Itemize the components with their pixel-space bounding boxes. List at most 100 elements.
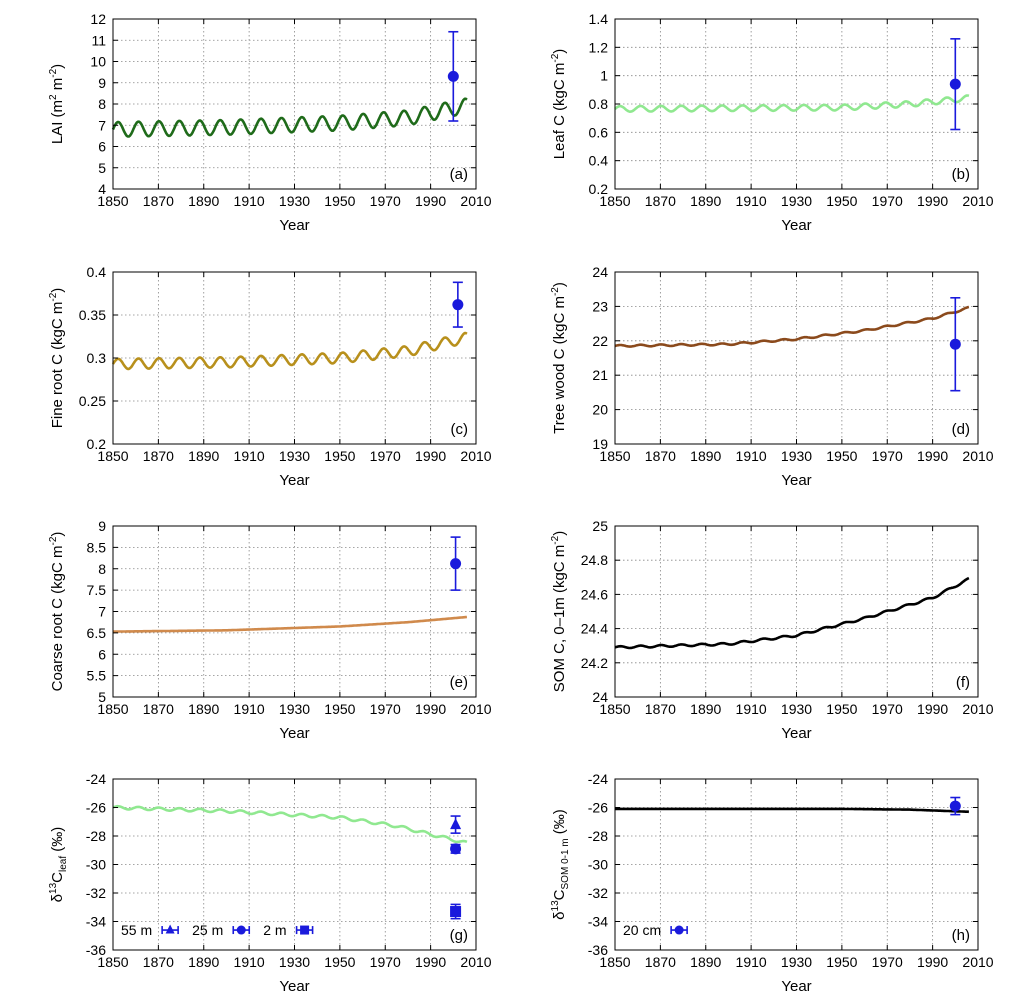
x-tick-label: 1950 [324, 448, 355, 464]
y-tick-label: 6 [98, 139, 106, 155]
model-series-line [111, 331, 468, 371]
model-series-line [614, 807, 970, 814]
panel-g: 1850 1870 1890 1910 1930 1950 1970 1990 2010 -36 -… [48, 771, 492, 995]
panel-a: 1850 1870 1890 1910 1930 1950 1970 1990 2010 4 5 6 7… [48, 11, 492, 234]
x-tick-label: 1870 [645, 193, 676, 209]
x-axis-label: Year [781, 217, 811, 234]
observation-point [450, 815, 462, 834]
y-tick-label: -30 [86, 857, 106, 873]
x-tick-label: 2010 [962, 954, 993, 970]
y-tick-label: -30 [588, 857, 608, 873]
x-tick-label: 1990 [415, 954, 446, 970]
y-tick-label: 0.6 [589, 124, 609, 140]
x-tick-label: 1870 [143, 701, 174, 717]
y-tick-label: 5 [98, 160, 106, 176]
x-tick-label: 1970 [370, 193, 401, 209]
y-tick-label: 19 [592, 436, 608, 452]
y-tick-label: 7.5 [87, 582, 107, 598]
y-tick-label: 0.3 [87, 350, 107, 366]
x-tick-label: 1970 [872, 701, 903, 717]
x-tick-label: 1850 [599, 448, 630, 464]
model-series-line [614, 305, 970, 348]
x-tick-label: 1870 [143, 954, 174, 970]
x-tick-label: 1970 [370, 954, 401, 970]
panel-label: (b) [952, 166, 970, 183]
x-tick-label: 1930 [781, 954, 812, 970]
x-tick-label: 1990 [415, 193, 446, 209]
y-axis-label: Tree wood C (kgC m-2) [550, 282, 568, 434]
y-tick-label: 24.2 [581, 655, 608, 671]
y-tick-label: 11 [91, 32, 106, 48]
x-tick-label: 1890 [188, 701, 219, 717]
x-axis-label: Year [279, 978, 309, 995]
x-tick-label: 1930 [781, 193, 812, 209]
x-tick-label: 2010 [962, 193, 993, 209]
legend-marker [236, 925, 246, 935]
panel-label: (c) [451, 421, 469, 438]
y-tick-label: 8 [98, 561, 106, 577]
panel-label: (e) [450, 674, 468, 691]
observation-marker [949, 800, 961, 812]
observation-point [450, 843, 462, 855]
y-tick-label: 6 [98, 646, 106, 662]
y-tick-label: 24 [592, 264, 608, 280]
x-tick-label: 1950 [324, 701, 355, 717]
x-tick-label: 1950 [324, 193, 355, 209]
panel-e: 1850 1870 1890 1910 1930 1950 1970 1990 2010 5 5.5… [48, 518, 492, 742]
x-tick-label: 1970 [872, 193, 903, 209]
y-tick-label: -28 [86, 828, 106, 844]
y-tick-label: -34 [588, 914, 608, 930]
x-tick-label: 1850 [97, 954, 128, 970]
x-tick-label: 1990 [415, 701, 446, 717]
y-axis-label: SOM C, 0–1m (kgC m-2) [550, 531, 568, 692]
observation-marker [447, 70, 459, 82]
x-tick-label: 1950 [826, 193, 857, 209]
x-tick-label: 1970 [370, 701, 401, 717]
x-tick-label: 1930 [279, 954, 310, 970]
y-tick-label: 7 [98, 117, 106, 133]
x-tick-label: 1850 [599, 954, 630, 970]
panel-b: 1850 1870 1890 1910 1930 1950 1970 1990 2010 0.2 0… [550, 11, 994, 234]
observation-point [949, 796, 961, 816]
y-tick-label: -24 [588, 771, 608, 787]
x-axis-label: Year [279, 472, 309, 489]
y-tick-label: 9 [98, 518, 106, 534]
x-tick-label: 1850 [97, 701, 128, 717]
observation-point [450, 536, 462, 591]
legend-label: 20 cm [623, 922, 661, 938]
x-tick-label: 1910 [234, 701, 265, 717]
x-tick-label: 1930 [279, 193, 310, 209]
x-tick-label: 1910 [736, 448, 767, 464]
y-axis-label: Coarse root C (kgC m-2) [48, 532, 66, 692]
x-tick-label: 1890 [188, 193, 219, 209]
y-tick-label: 7 [98, 604, 106, 620]
x-tick-label: 1990 [917, 701, 948, 717]
y-tick-label: 0.2 [87, 436, 107, 452]
legend-label: 2 m [263, 922, 286, 938]
y-tick-label: 10 [90, 54, 106, 70]
x-tick-label: 1970 [872, 448, 903, 464]
x-tick-label: 1950 [826, 954, 857, 970]
x-tick-label: 2010 [460, 954, 491, 970]
y-tick-label: 0.4 [87, 264, 107, 280]
x-tick-label: 1990 [917, 448, 948, 464]
x-tick-label: 1930 [279, 448, 310, 464]
y-axis-label: LAI (m2 m-2) [48, 64, 66, 144]
legend-label: 25 m [192, 922, 223, 938]
x-tick-label: 1950 [826, 701, 857, 717]
y-tick-label: -36 [86, 942, 106, 958]
x-tick-label: 1910 [736, 193, 767, 209]
x-tick-label: 1890 [188, 954, 219, 970]
y-tick-label: -28 [588, 828, 608, 844]
x-tick-label: 1850 [97, 193, 128, 209]
x-tick-label: 1850 [599, 701, 630, 717]
x-tick-label: 2010 [962, 448, 993, 464]
x-tick-label: 1910 [736, 954, 767, 970]
plot-frame [614, 271, 979, 445]
observation-marker [949, 78, 961, 90]
y-tick-label: 24 [592, 689, 608, 705]
x-tick-label: 2010 [460, 701, 491, 717]
x-tick-label: 1990 [917, 954, 948, 970]
x-tick-label: 1910 [234, 193, 265, 209]
